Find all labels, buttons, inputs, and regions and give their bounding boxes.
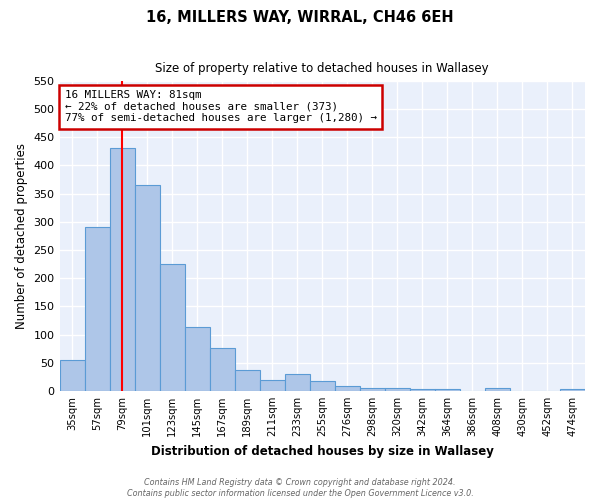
- Bar: [310, 382, 335, 391]
- Bar: [335, 386, 360, 391]
- Bar: [385, 388, 410, 391]
- Bar: [209, 348, 235, 391]
- Bar: [185, 327, 209, 391]
- Bar: [235, 370, 260, 391]
- Bar: [285, 374, 310, 391]
- Bar: [59, 360, 85, 391]
- Title: Size of property relative to detached houses in Wallasey: Size of property relative to detached ho…: [155, 62, 489, 76]
- Bar: [134, 185, 160, 391]
- Bar: [260, 380, 285, 391]
- Bar: [560, 388, 585, 391]
- Bar: [110, 148, 134, 391]
- Text: 16, MILLERS WAY, WIRRAL, CH46 6EH: 16, MILLERS WAY, WIRRAL, CH46 6EH: [146, 10, 454, 25]
- Text: 16 MILLERS WAY: 81sqm
← 22% of detached houses are smaller (373)
77% of semi-det: 16 MILLERS WAY: 81sqm ← 22% of detached …: [65, 90, 377, 124]
- Bar: [160, 264, 185, 391]
- Text: Contains HM Land Registry data © Crown copyright and database right 2024.
Contai: Contains HM Land Registry data © Crown c…: [127, 478, 473, 498]
- Bar: [410, 388, 435, 391]
- Y-axis label: Number of detached properties: Number of detached properties: [15, 143, 28, 329]
- X-axis label: Distribution of detached houses by size in Wallasey: Distribution of detached houses by size …: [151, 444, 494, 458]
- Bar: [360, 388, 385, 391]
- Bar: [435, 388, 460, 391]
- Bar: [85, 228, 110, 391]
- Bar: [485, 388, 510, 391]
